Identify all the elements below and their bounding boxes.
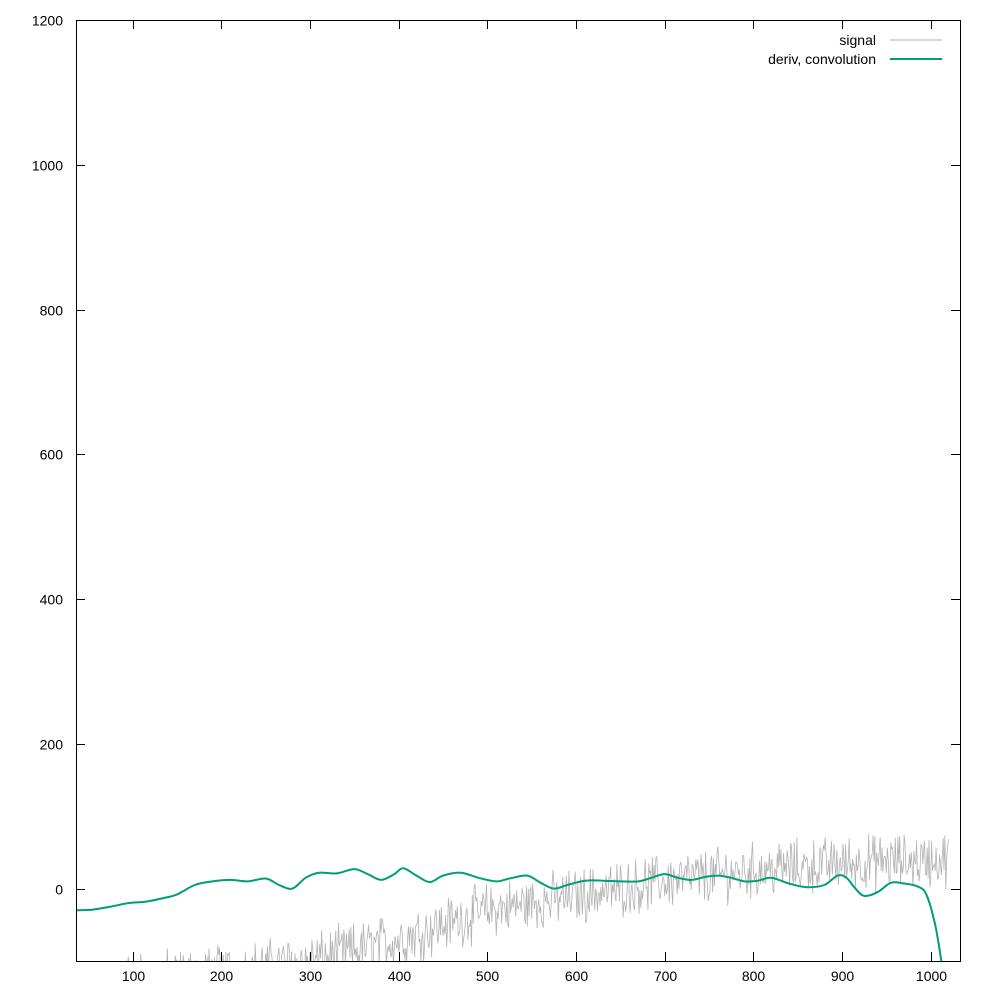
y-tick-label: 1000 <box>32 158 63 174</box>
x-tick-label: 1000 <box>916 968 947 984</box>
x-tick-label: 300 <box>299 968 323 984</box>
axis-ticks: 100 200 300 400 500 600 700 800 900 1000 0 200 400 60… <box>32 13 960 984</box>
deriv-line <box>76 867 943 961</box>
plot-frame <box>76 20 961 962</box>
x-tick-label: 600 <box>565 968 589 984</box>
y-tick-label: 600 <box>40 447 64 463</box>
y-tick-label: 200 <box>40 737 64 753</box>
x-tick-label: 700 <box>654 968 678 984</box>
y-tick-label: 400 <box>40 592 64 608</box>
legend: signal deriv, convolution <box>768 32 942 67</box>
y-tick-label: 0 <box>55 882 63 898</box>
x-tick-label: 200 <box>210 968 234 984</box>
x-tick-label: 900 <box>831 968 855 984</box>
y-tick-label: 800 <box>40 303 64 319</box>
legend-label-signal: signal <box>839 32 876 48</box>
signal-series <box>117 833 949 961</box>
x-tick-label: 100 <box>122 968 146 984</box>
x-tick-label: 500 <box>476 968 500 984</box>
legend-label-deriv: deriv, convolution <box>768 51 876 67</box>
y-tick-label: 1200 <box>32 13 63 29</box>
x-tick-label: 800 <box>742 968 766 984</box>
deriv-series <box>76 867 943 961</box>
x-tick-label: 400 <box>388 968 412 984</box>
signal-line <box>117 833 949 961</box>
